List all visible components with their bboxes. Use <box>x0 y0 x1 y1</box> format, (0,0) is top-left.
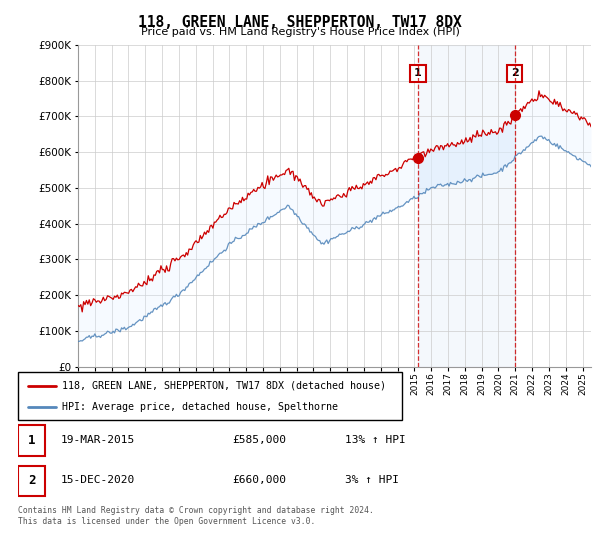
FancyBboxPatch shape <box>18 372 402 420</box>
Text: HPI: Average price, detached house, Spelthorne: HPI: Average price, detached house, Spel… <box>62 402 338 412</box>
Text: £585,000: £585,000 <box>232 435 286 445</box>
Text: 15-DEC-2020: 15-DEC-2020 <box>60 475 134 486</box>
Text: 2: 2 <box>511 68 518 78</box>
Text: 3% ↑ HPI: 3% ↑ HPI <box>345 475 399 486</box>
FancyBboxPatch shape <box>18 465 45 496</box>
Text: 2: 2 <box>28 474 35 487</box>
Text: 1: 1 <box>28 433 35 447</box>
Text: 118, GREEN LANE, SHEPPERTON, TW17 8DX (detached house): 118, GREEN LANE, SHEPPERTON, TW17 8DX (d… <box>62 381 386 391</box>
Text: £660,000: £660,000 <box>232 475 286 486</box>
Text: 13% ↑ HPI: 13% ↑ HPI <box>345 435 406 445</box>
Text: 1: 1 <box>414 68 422 78</box>
Text: Price paid vs. HM Land Registry's House Price Index (HPI): Price paid vs. HM Land Registry's House … <box>140 27 460 37</box>
FancyBboxPatch shape <box>18 425 45 456</box>
Text: Contains HM Land Registry data © Crown copyright and database right 2024.
This d: Contains HM Land Registry data © Crown c… <box>18 506 374 526</box>
Text: 19-MAR-2015: 19-MAR-2015 <box>60 435 134 445</box>
Text: 118, GREEN LANE, SHEPPERTON, TW17 8DX: 118, GREEN LANE, SHEPPERTON, TW17 8DX <box>138 15 462 30</box>
Bar <box>418 45 515 367</box>
